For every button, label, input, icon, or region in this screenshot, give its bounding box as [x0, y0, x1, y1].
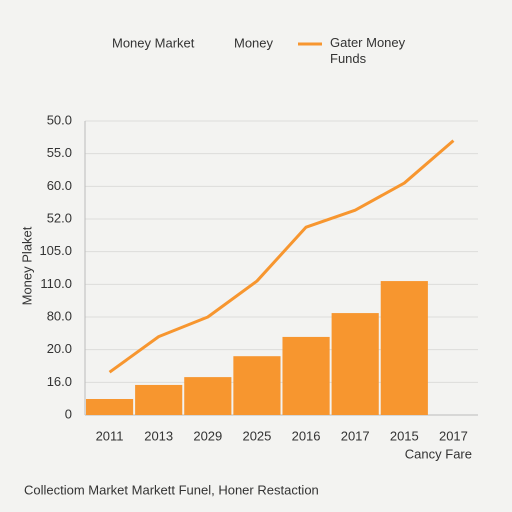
y-tick-label: 110.0 [40, 276, 72, 291]
y-axis-label: Money Plaket [19, 226, 34, 305]
y-tick-label: 50.0 [47, 112, 72, 127]
bar [282, 336, 330, 415]
x-tick-label: 2011 [96, 428, 124, 443]
y-tick-label: 16.0 [47, 374, 72, 389]
y-tick-label: 20.0 [47, 341, 72, 356]
bar [85, 398, 134, 415]
y-tick-label: 80.0 [47, 308, 72, 323]
y-tick-label: 52.0 [47, 210, 72, 225]
bar [331, 313, 379, 415]
legend-label: Money Market [112, 35, 195, 50]
footer: Collectiom Market Markett Funel, Honer R… [24, 482, 319, 497]
x-tick-label: 2025 [242, 428, 271, 443]
x-tick-label: 2017 [341, 428, 370, 443]
x-axis-label: Cancy Fare [405, 446, 472, 461]
x-tick-label: 2029 [193, 428, 222, 443]
bar [135, 384, 183, 415]
y-tick-label: 55.0 [47, 145, 72, 160]
bar [233, 356, 281, 415]
line [108, 139, 455, 374]
legend-note: Money [234, 35, 274, 50]
y-tick-label: 0 [65, 406, 72, 421]
bar [184, 377, 232, 415]
legend-label: Gater Money Funds [330, 35, 406, 66]
x-tick-label: 2015 [390, 428, 419, 443]
bar [380, 281, 428, 415]
y-tick-label: 60.0 [47, 178, 72, 193]
x-tick-label: 2013 [144, 428, 173, 443]
x-tick-label: 2016 [292, 428, 321, 443]
y-tick-label: 105.0 [39, 243, 72, 258]
x-tick-label: 2017 [439, 428, 468, 443]
